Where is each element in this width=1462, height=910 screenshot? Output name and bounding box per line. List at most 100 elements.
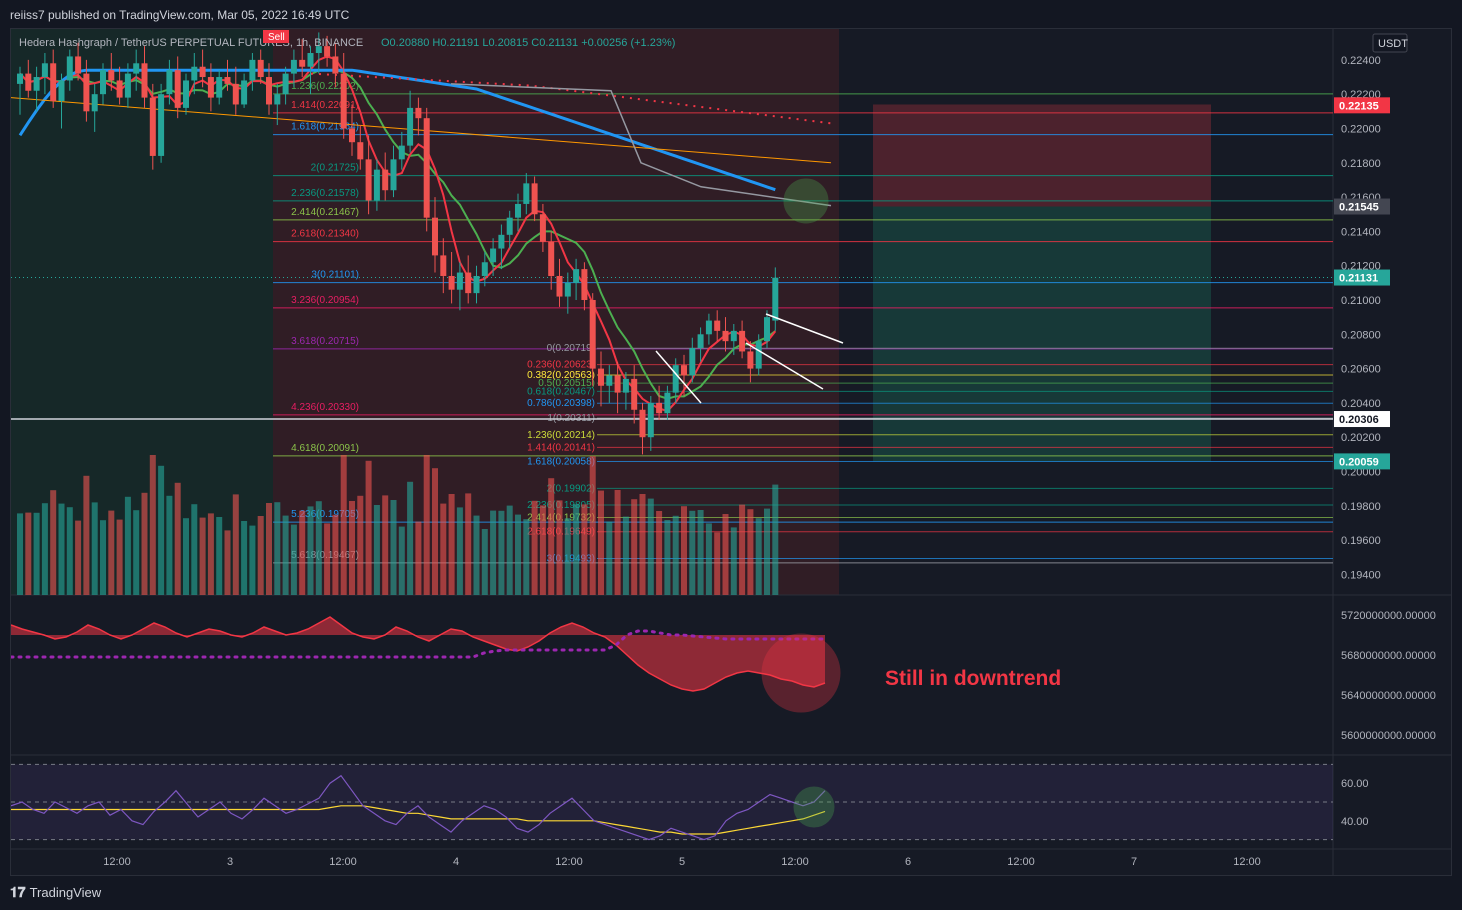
tradingview-logo[interactable]: 𝟏𝟕 TradingView xyxy=(10,884,101,901)
volume-bar xyxy=(755,518,762,595)
volume-bar xyxy=(714,532,721,595)
candle-body xyxy=(456,272,463,290)
volume-bar xyxy=(17,513,23,595)
volume-bar xyxy=(456,507,463,595)
price-tick-label: 0.20000 xyxy=(1341,467,1381,479)
volume-bar xyxy=(166,495,173,595)
volume-bar xyxy=(705,523,712,595)
volume-bar xyxy=(249,525,256,595)
price-tick-label: 0.21000 xyxy=(1341,295,1381,307)
highlight-circle xyxy=(783,178,829,224)
candle-body xyxy=(290,59,297,74)
top-bar: reiiss7 published on TradingView.com, Ma… xyxy=(0,0,1462,28)
time-tick-label: 5 xyxy=(679,856,685,868)
volume-bar xyxy=(199,517,206,595)
volume-bar xyxy=(100,520,106,595)
fib-level-label: 3.236(0.20954) xyxy=(291,295,359,306)
volume-bar xyxy=(232,494,239,595)
volume-bar xyxy=(75,520,82,595)
candle-body xyxy=(324,46,331,57)
price-tick-label: 0.20400 xyxy=(1341,398,1381,410)
candle-body xyxy=(241,80,248,105)
candle-body xyxy=(639,409,646,438)
channel-line xyxy=(745,342,824,390)
candle-body xyxy=(523,183,530,204)
candle-body xyxy=(91,94,98,112)
price-tag-label: 0.20306 xyxy=(1339,414,1379,426)
fib-level-label: 5.236(0.19705) xyxy=(291,509,359,520)
fib-level-label: 2(0.21725) xyxy=(311,163,359,174)
currency-badge[interactable] xyxy=(1372,33,1408,53)
candle-body xyxy=(100,70,106,95)
volume-bar xyxy=(141,492,148,595)
candle-body xyxy=(598,368,604,386)
price-tick-label: 0.20600 xyxy=(1341,364,1381,376)
candle-body xyxy=(274,94,281,105)
volume-bar xyxy=(481,529,488,595)
volume-bar xyxy=(564,518,571,595)
candle-body xyxy=(614,375,621,393)
sell-label[interactable]: Sell xyxy=(268,32,285,43)
volume-bar xyxy=(656,511,663,595)
volume-bar xyxy=(315,501,322,595)
volume-bar xyxy=(41,503,48,595)
published-by: reiiss7 published on TradingView.com, Ma… xyxy=(10,8,350,22)
fib-level-label: 3(0.21101) xyxy=(311,270,359,281)
volume-bar xyxy=(66,507,73,595)
candle-body xyxy=(58,80,65,102)
volume-bar xyxy=(772,484,779,595)
volume-bar xyxy=(523,519,530,595)
currency-label[interactable]: USDT xyxy=(1378,38,1408,50)
downtrend-annotation: Still in downtrend xyxy=(885,667,1061,690)
volume-bar xyxy=(116,519,123,595)
candle-body xyxy=(174,70,181,108)
price-tick-label: 0.19400 xyxy=(1341,569,1381,581)
chart-svg[interactable]: 1.236(0.22202) 1.414(0.22091) 1.618(0.2196… xyxy=(9,29,1451,875)
volume-bar xyxy=(241,521,248,595)
candle-body xyxy=(141,63,148,98)
osc-tick-label: 5680000000.00000 xyxy=(1341,650,1436,662)
rsi-pane: 60.00 40.00 xyxy=(10,763,1369,841)
osc-area xyxy=(11,617,825,691)
volume-bar xyxy=(448,494,455,595)
volume-bar xyxy=(50,490,57,595)
short-stop-zone xyxy=(873,104,1211,207)
candle-body xyxy=(166,70,173,95)
volume-bar xyxy=(647,498,654,595)
candle-body xyxy=(373,169,380,201)
candle-body xyxy=(216,77,223,98)
fib-level-label: 1.618(0.21964) xyxy=(291,122,359,133)
volume-bar xyxy=(440,503,447,595)
price-tag-label: 0.21545 xyxy=(1339,202,1379,214)
candle-body xyxy=(307,53,314,67)
volume-bar xyxy=(465,493,472,595)
bottom-bar xyxy=(0,876,1462,910)
chart-frame: 1.236(0.22202) 1.414(0.22091) 1.618(0.2196… xyxy=(9,28,1452,876)
sell-button[interactable] xyxy=(263,30,289,43)
volume-bar xyxy=(739,504,746,595)
candle-body xyxy=(432,217,438,256)
candle-body xyxy=(108,70,115,81)
price-tag xyxy=(1334,453,1390,470)
volume-bar xyxy=(747,509,754,595)
candle-body xyxy=(398,145,405,160)
candle-body xyxy=(705,320,712,335)
candle-body xyxy=(440,255,447,276)
candle-body xyxy=(232,83,239,105)
candle-body xyxy=(689,348,696,376)
candle-body xyxy=(755,341,762,369)
volume-bar xyxy=(274,502,281,595)
price-tag xyxy=(1334,269,1390,286)
symbol-title: Hedera Hashgraph / TetherUS PERPETUAL FU… xyxy=(19,37,363,49)
volume-bar xyxy=(365,460,372,595)
rsi-line xyxy=(10,774,826,841)
volume-bar xyxy=(697,510,704,595)
price-tick-label: 0.19800 xyxy=(1341,501,1381,513)
volume-bar xyxy=(207,513,214,595)
volume-layer xyxy=(17,455,779,595)
volume-bar xyxy=(158,465,165,595)
candle-body xyxy=(664,392,671,414)
candle-body xyxy=(581,269,588,300)
candle-body xyxy=(149,97,156,156)
volume-bar xyxy=(340,455,347,595)
